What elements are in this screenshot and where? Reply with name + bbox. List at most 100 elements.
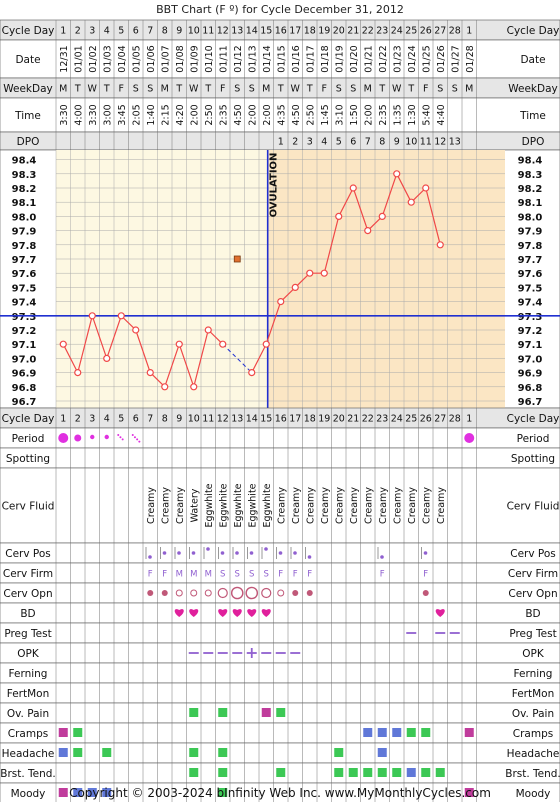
headache-blue-mark (377, 748, 387, 757)
ytick-left: 96.8 (12, 383, 37, 394)
cycle_day-cell: 17 (289, 26, 301, 37)
ov-pain-purple-mark (261, 708, 271, 717)
temperature-point (262, 340, 270, 348)
cycle-day-cell: 28 (449, 414, 461, 425)
period-spot-mark (117, 434, 120, 436)
weekday-cell: F (322, 84, 327, 95)
cramps-purple-mark (464, 728, 474, 737)
weekday-label-right: WeekDay (508, 83, 558, 95)
cerv-opn-open (217, 587, 228, 599)
row-label-right: Cerv Pos (510, 548, 556, 560)
cycle_day-cell: 5 (118, 26, 124, 37)
dpo-cell: 12 (434, 137, 446, 148)
temperature-point (146, 369, 154, 377)
row-bg (0, 742, 560, 764)
cycle-day-cell: 15 (260, 414, 272, 425)
weekday-cell: F (119, 84, 124, 95)
ytick-left: 98.4 (12, 156, 37, 167)
weekday-cell: S (147, 84, 153, 95)
time-cell: 4:00 (73, 104, 84, 125)
dpo-cell: 11 (420, 137, 432, 148)
cerv-opn-medium (175, 589, 183, 597)
temperature-point (291, 283, 299, 291)
cycle_day-cell: 4 (104, 26, 110, 37)
cycle-day-cell: 1 (60, 414, 66, 425)
weekday-cell: M (364, 84, 372, 95)
weekday-cell: S (350, 84, 356, 95)
cerv-pos-dot (264, 547, 268, 551)
cerv-fluid-cell: Creamy (421, 487, 432, 524)
cycle-day-cell: 26 (420, 414, 432, 425)
cerv-fluid-cell: Eggwhite (204, 483, 215, 527)
ytick-left: 97.3 (12, 312, 37, 323)
cerv-fluid-cell: Watery (189, 488, 200, 522)
headache-green-mark (102, 748, 112, 757)
ytick-left: 97.4 (12, 298, 37, 309)
temperature-point (378, 212, 386, 220)
cycle-day-cell: 22 (362, 414, 374, 425)
weekday-cell: S (249, 84, 255, 95)
time-cell: 3:30 (88, 104, 99, 125)
cycle-day-cell: 11 (202, 414, 214, 425)
row-label-right: Cramps (513, 728, 553, 740)
period-spot-mark (121, 438, 124, 441)
cerv-pos-dot (307, 555, 312, 559)
temperature-point (117, 312, 125, 320)
bd-heart-icon (247, 609, 257, 617)
cycle-day-cell: 8 (162, 414, 168, 425)
brst-tend-green-mark (363, 768, 373, 777)
cycle-day-cell: 1 (466, 414, 472, 425)
ytick-right: 98.3 (518, 170, 543, 181)
cerv-firm-cell: S (249, 570, 254, 580)
temperature-point (349, 184, 357, 192)
date-cell: 01/01 (73, 45, 84, 72)
cycle-day-cell: 16 (275, 414, 287, 425)
ytick-right: 96.7 (518, 397, 543, 408)
row-label-left: Period (12, 433, 45, 445)
temperature-point (161, 383, 169, 391)
cycle_day-cell: 20 (333, 26, 345, 37)
date-cell: 01/04 (117, 45, 128, 72)
cycle_day-cell: 23 (376, 26, 388, 37)
time-cell: 2:15 (160, 104, 171, 125)
ov-pain-green-mark (189, 708, 199, 717)
row-label-left: Preg Test (4, 628, 51, 640)
cerv-opn-open (261, 587, 272, 599)
ovulation-label: OVULATION (269, 153, 280, 218)
brst-tend-green-mark (276, 768, 286, 777)
period-spot-mark (136, 438, 139, 441)
time-cell: 2:00 (247, 104, 258, 125)
cerv-opn-closed (147, 590, 154, 596)
cycle-day-cell: 2 (75, 414, 81, 425)
moody-bottom-row: Moody Moody (0, 782, 560, 802)
cycle_day-cell: 21 (347, 26, 359, 37)
date-cell: 01/15 (276, 45, 287, 72)
date-cell: 01/19 (334, 45, 345, 72)
time-cell: 1:30 (407, 104, 418, 125)
brst-tend-green-mark (348, 768, 358, 777)
cerv-fluid-cell: Eggwhite (218, 483, 229, 527)
date-cell: 01/22 (378, 45, 389, 72)
cycle-day-cell: 23 (376, 414, 388, 425)
ytick-right: 97.7 (518, 255, 543, 266)
time-cell: 4:50 (291, 104, 302, 125)
temperature-point (277, 298, 285, 306)
cerv-fluid-cell: Creamy (175, 487, 186, 524)
cerv-opn-wide (230, 586, 244, 600)
cycle-day-cell: 24 (391, 414, 403, 425)
weekday-label-left: WeekDay (3, 83, 53, 95)
headache-green-mark (73, 748, 83, 757)
row-label-right: Cerv Opn (508, 588, 557, 600)
dpo-label-right: DPO (522, 136, 545, 148)
cerv-fluid-cell: Eggwhite (262, 483, 273, 527)
period-light-mark (90, 434, 95, 440)
cerv-firm-cell: F (162, 570, 167, 580)
cerv-fluid-cell: Creamy (305, 487, 316, 524)
moody-blue-mark (102, 788, 112, 797)
cycle_day-label-right: Cycle Day (507, 25, 560, 37)
weekday-cell: T (407, 84, 414, 95)
moody-blue-mark (87, 788, 97, 797)
